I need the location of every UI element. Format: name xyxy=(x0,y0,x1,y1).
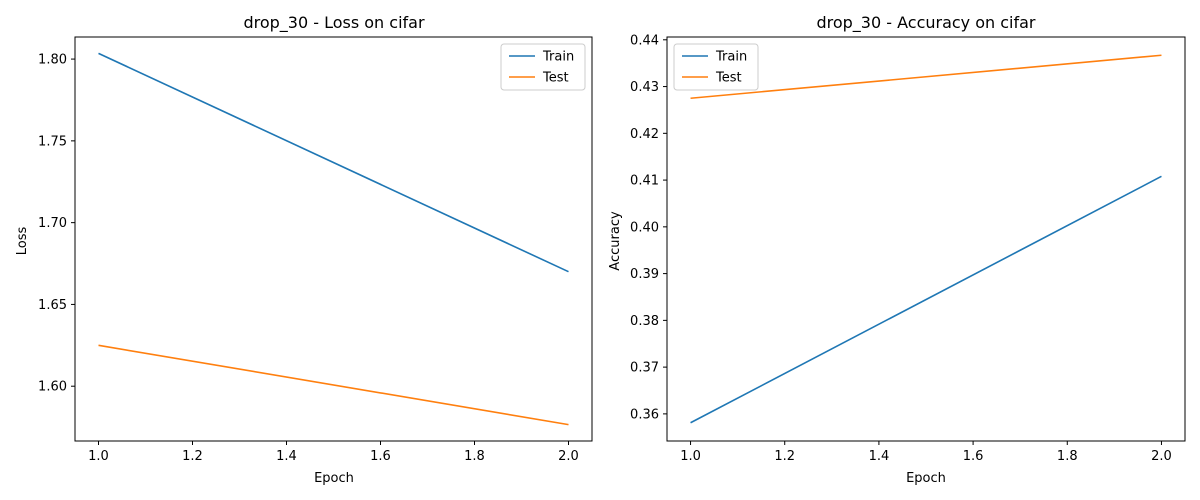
accuracy-legend: Train Test xyxy=(673,43,759,91)
accuracy-x-tick-label: 1.2 xyxy=(774,449,795,464)
accuracy-plot-frame xyxy=(666,36,1186,442)
loss-x-tick-label: 1.6 xyxy=(370,449,391,464)
accuracy-legend-label-train: Train xyxy=(715,50,747,65)
loss-x-tick-label: 1.4 xyxy=(276,449,297,464)
accuracy-chart-title: drop_30 - Accuracy on cifar xyxy=(816,13,1035,33)
loss-legend: Train Test xyxy=(500,43,586,91)
accuracy-y-tick-label: 0.36 xyxy=(630,407,659,422)
accuracy-x-axis-label: Epoch xyxy=(906,471,946,486)
accuracy-x-tick-label: 1.0 xyxy=(680,449,701,464)
loss-chart: drop_30 - Loss on cifar Epoch Loss 1.0 1.… xyxy=(15,13,593,486)
loss-y-tick-label: 1.60 xyxy=(38,380,67,395)
accuracy-x-tick-label: 2.0 xyxy=(1151,449,1172,464)
loss-series-train-line xyxy=(98,52,569,273)
loss-x-tick-label: 2.0 xyxy=(558,449,579,464)
accuracy-y-tick-label: 0.42 xyxy=(630,127,659,142)
accuracy-x-tick-label: 1.4 xyxy=(869,449,890,464)
loss-y-axis-label: Loss xyxy=(15,227,30,256)
loss-y-tick-label: 1.70 xyxy=(38,216,67,231)
accuracy-series-test-line xyxy=(690,54,1162,100)
accuracy-y-tick-label: 0.38 xyxy=(630,314,659,329)
accuracy-x-tick-label: 1.6 xyxy=(963,449,984,464)
loss-chart-title: drop_30 - Loss on cifar xyxy=(243,13,425,33)
accuracy-legend-label-test: Test xyxy=(715,71,742,86)
loss-series-test-line xyxy=(98,344,569,426)
loss-legend-label-test: Test xyxy=(542,71,569,86)
loss-x-tick-label: 1.2 xyxy=(182,449,203,464)
accuracy-y-tick-label: 0.44 xyxy=(630,33,659,48)
loss-x-axis-label: Epoch xyxy=(314,471,354,486)
loss-y-tick-label: 1.80 xyxy=(38,53,67,68)
loss-legend-label-train: Train xyxy=(542,50,574,65)
loss-y-tick-label: 1.75 xyxy=(38,134,67,149)
accuracy-series-train-line xyxy=(690,175,1162,424)
loss-x-tick-label: 1.0 xyxy=(88,449,109,464)
loss-y-tick-label: 1.65 xyxy=(38,298,67,313)
accuracy-y-tick-label: 0.37 xyxy=(630,361,659,376)
accuracy-y-axis-label: Accuracy xyxy=(608,211,623,271)
accuracy-y-tick-label: 0.40 xyxy=(630,220,659,235)
accuracy-y-tick-label: 0.41 xyxy=(630,174,659,189)
accuracy-chart: drop_30 - Accuracy on cifar Epoch Accura… xyxy=(608,13,1186,486)
accuracy-y-tick-label: 0.43 xyxy=(630,80,659,95)
loss-plot-frame xyxy=(74,36,593,442)
accuracy-x-tick-label: 1.8 xyxy=(1057,449,1078,464)
accuracy-y-tick-label: 0.39 xyxy=(630,267,659,282)
loss-x-tick-label: 1.8 xyxy=(464,449,485,464)
